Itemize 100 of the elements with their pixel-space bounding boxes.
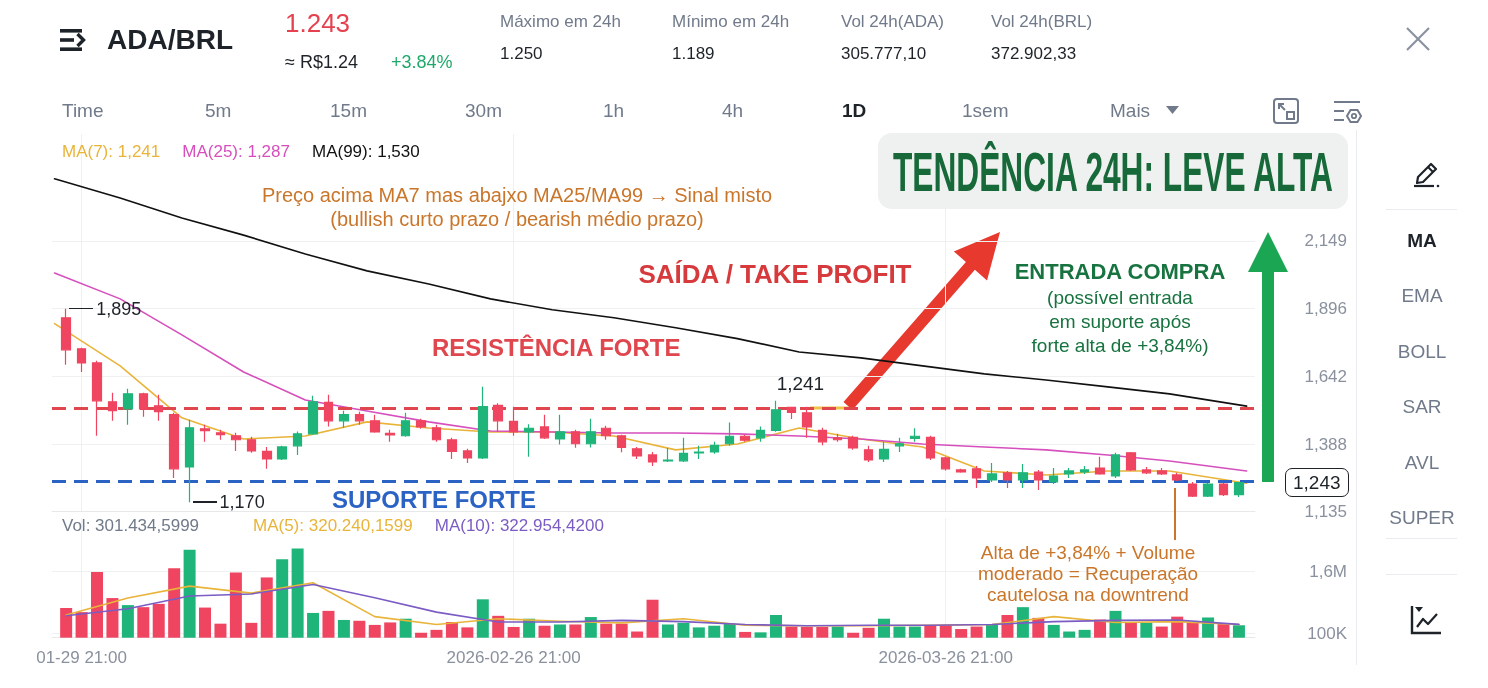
text: Máximo em 24h [500, 12, 621, 32]
candlestick [107, 392, 118, 422]
annotation: Vol: 301.434,5999 [62, 516, 200, 536]
text: Vol 24h(ADA) [841, 12, 944, 32]
candlestick [60, 308, 72, 366]
bar [893, 626, 906, 638]
bar [1063, 631, 1076, 638]
candlestick [400, 412, 411, 438]
bar [260, 577, 273, 638]
text: MA(99): 1,530 [312, 142, 420, 162]
bar [615, 623, 628, 638]
text: SUPER [1389, 507, 1455, 529]
bar [229, 572, 242, 638]
text: ≈ R$1.24 [285, 52, 358, 73]
bar [91, 572, 104, 638]
bar [199, 607, 212, 638]
bar [121, 605, 134, 638]
candlestick [1063, 467, 1075, 479]
candlestick [477, 386, 489, 460]
candlestick [384, 429, 396, 443]
bar [955, 629, 968, 638]
candlestick [1048, 467, 1059, 485]
bar [415, 632, 428, 638]
bar [785, 626, 798, 638]
candlestick [955, 468, 967, 474]
candlestick [600, 425, 612, 441]
bar [569, 624, 582, 638]
bar [631, 631, 644, 638]
bar [106, 598, 119, 638]
bar [553, 624, 566, 638]
text: BOLL [1397, 340, 1447, 363]
annotation: 1,243 [1285, 467, 1349, 497]
candlestick [786, 406, 797, 420]
bar [1186, 622, 1199, 638]
text: 1.243 [285, 8, 351, 38]
bar [152, 603, 165, 638]
bar [538, 625, 551, 638]
bar [692, 627, 705, 638]
annotation: 1,241 [776, 372, 825, 396]
candlestick [1094, 456, 1106, 476]
candlestick [523, 423, 535, 458]
bar [677, 622, 690, 638]
candlestick [940, 456, 951, 472]
candlestick [338, 410, 350, 429]
text: EMA [1401, 285, 1443, 308]
candlestick [662, 447, 674, 463]
bar [60, 607, 73, 638]
candlestick [431, 424, 442, 443]
candlestick [770, 400, 782, 433]
annotation: SAÍDA / TAKE PROFIT [638, 258, 912, 290]
text: MA(10): 322.954,4200 [434, 516, 604, 536]
candlestick [446, 437, 458, 460]
candlestick [986, 462, 998, 483]
text: Mínimo em 24h [672, 12, 790, 32]
candlestick [1202, 482, 1214, 498]
bar [137, 607, 150, 638]
bar [75, 612, 88, 638]
candlestick [215, 429, 226, 441]
text: MA(7): 1,241 [62, 142, 161, 162]
candlestick [693, 445, 705, 460]
bar [878, 618, 891, 638]
bar [353, 620, 366, 638]
bar [384, 622, 397, 638]
bar [800, 626, 813, 638]
bar [1109, 610, 1122, 638]
text: 1.189 [672, 44, 715, 64]
candlestick [76, 347, 87, 373]
bar [476, 599, 489, 638]
candlestick [832, 433, 843, 443]
bar [214, 623, 227, 638]
text: ADA/BRL [107, 24, 233, 56]
candlestick [184, 419, 195, 503]
bar [1217, 624, 1230, 638]
candlestick [1141, 466, 1152, 475]
candlestick [971, 465, 982, 489]
candlestick [1218, 482, 1229, 497]
candlestick [570, 429, 581, 449]
candlestick [847, 435, 859, 451]
candlestick [585, 418, 597, 449]
bar [291, 548, 304, 638]
candlestick [292, 430, 303, 456]
text: 372.902,33 [991, 44, 1077, 64]
candlestick [631, 446, 643, 460]
candlestick [168, 412, 180, 479]
x-tick-label: 2026-03-26 21:00 [878, 647, 1013, 667]
bar [708, 625, 721, 638]
candlestick [230, 432, 242, 452]
candlestick [647, 451, 658, 467]
text: 305.777,10 [841, 44, 927, 64]
text: SAR [1402, 396, 1442, 419]
bar [723, 623, 736, 638]
ref-line-label: RESISTÊNCIA FORTE [432, 334, 681, 362]
bar [1078, 629, 1091, 638]
candlestick [817, 427, 828, 446]
candlestick [925, 435, 936, 461]
bar [862, 627, 875, 638]
candlestick [122, 388, 134, 426]
x-tick-label: 01-29 21:00 [36, 647, 127, 667]
candlestick [1171, 472, 1183, 482]
annotation: Preço acima MA7 mas abajxo MA25/MA99 → Sinal misto (bullish curto prazo / bearish médio prazo) [261, 183, 773, 231]
